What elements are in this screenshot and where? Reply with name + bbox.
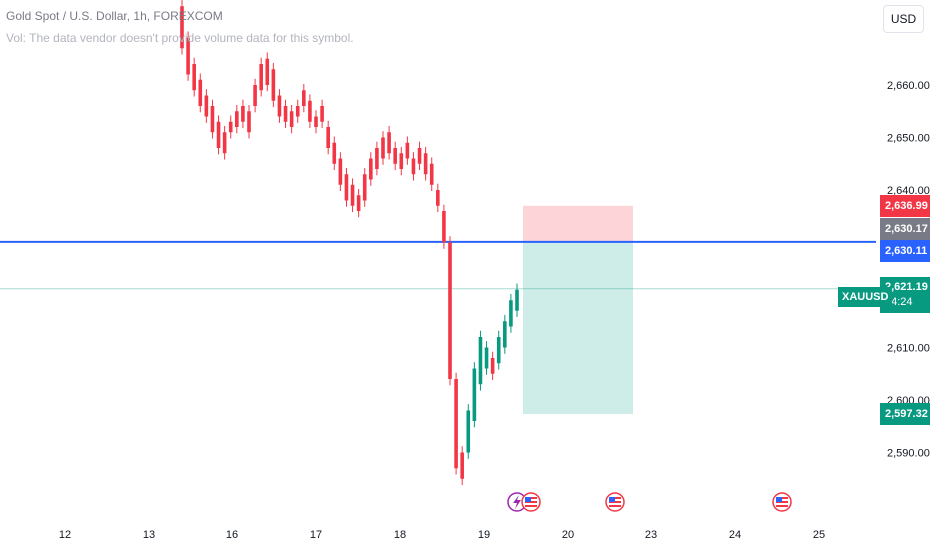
time-tick-label: 25 bbox=[813, 529, 825, 541]
price-tick-label: 2,650.00 bbox=[887, 133, 930, 145]
candle-body bbox=[490, 358, 495, 374]
candle-body bbox=[344, 174, 349, 201]
candle-body bbox=[350, 184, 355, 206]
price-tick-label: 2,590.00 bbox=[887, 448, 930, 460]
time-axis: 12 13 16 17 18 19 20 23 24 25 bbox=[59, 529, 825, 541]
symbol-legend[interactable]: Gold Spot / U.S. Dollar, 1h, FOREXCOM bbox=[6, 9, 223, 23]
target-price-tag: 2,597.32 bbox=[880, 403, 930, 426]
us-flag-event-icon[interactable] bbox=[605, 492, 625, 512]
candle-body bbox=[369, 158, 373, 180]
us-flag-event-icon[interactable] bbox=[772, 492, 792, 512]
candle-body bbox=[216, 121, 221, 148]
us-flag-event-icon[interactable] bbox=[521, 492, 541, 512]
candle-body bbox=[466, 410, 471, 453]
time-tick-label: 17 bbox=[310, 529, 322, 541]
candle-body bbox=[484, 347, 489, 369]
candle-body bbox=[411, 158, 416, 175]
candle-body bbox=[283, 106, 288, 122]
candle-body bbox=[186, 37, 190, 75]
candle-body bbox=[265, 58, 270, 85]
candle-body bbox=[228, 121, 233, 133]
candles bbox=[180, 0, 519, 486]
currency-button[interactable]: USD bbox=[883, 5, 924, 33]
candle-body bbox=[509, 300, 513, 327]
candle-body bbox=[289, 111, 294, 127]
candle-body bbox=[314, 116, 318, 127]
candle-body bbox=[381, 137, 385, 159]
candle-body bbox=[302, 90, 306, 106]
candle-body bbox=[259, 64, 263, 91]
candle-body bbox=[204, 95, 209, 117]
candle-body bbox=[247, 111, 251, 133]
candle-body bbox=[241, 106, 245, 122]
candle-body bbox=[454, 379, 458, 469]
candle-body bbox=[460, 452, 464, 479]
last-price-value: 2,621.19 bbox=[885, 280, 928, 293]
position-zones bbox=[523, 205, 633, 415]
candle-body bbox=[338, 158, 343, 185]
time-tick-label: 12 bbox=[59, 529, 71, 541]
event-markers bbox=[507, 492, 792, 512]
candle-body bbox=[198, 79, 203, 106]
candle-body bbox=[210, 106, 215, 133]
time-tick-label: 16 bbox=[226, 529, 238, 541]
stop-loss-zone[interactable] bbox=[523, 205, 633, 242]
candle-body bbox=[320, 106, 324, 122]
candle-body bbox=[448, 242, 452, 379]
candle-body bbox=[362, 174, 367, 201]
stop-price-tag: 2,636.99 bbox=[880, 194, 930, 217]
candle-body bbox=[442, 211, 446, 243]
candle-body bbox=[222, 132, 227, 154]
volume-note: Vol: The data vendor doesn't provide vol… bbox=[6, 31, 354, 45]
candle-body bbox=[308, 100, 312, 122]
candle-body bbox=[436, 190, 440, 206]
candle-body bbox=[356, 195, 361, 211]
candle-body bbox=[375, 148, 379, 169]
candle-body bbox=[271, 69, 276, 101]
candle-body bbox=[478, 337, 483, 385]
candle-body bbox=[192, 64, 196, 91]
candle-body bbox=[253, 85, 257, 106]
candle-body bbox=[393, 148, 397, 164]
candle-body bbox=[180, 6, 184, 49]
candle-body bbox=[496, 337, 501, 364]
price-tick-label: 2,660.00 bbox=[887, 80, 930, 92]
price-tick-label: 2,640.00 bbox=[887, 185, 930, 197]
candle-body bbox=[387, 132, 391, 154]
line-price-tag: 2,630.11 bbox=[880, 239, 930, 262]
candle-body bbox=[417, 148, 422, 164]
time-tick-label: 24 bbox=[729, 529, 741, 541]
candle-body bbox=[235, 111, 239, 127]
time-tick-label: 18 bbox=[394, 529, 406, 541]
candle-body bbox=[503, 321, 507, 348]
time-tick-label: 23 bbox=[645, 529, 657, 541]
time-tick-label: 19 bbox=[478, 529, 490, 541]
candle-body bbox=[472, 368, 477, 421]
candle-body bbox=[515, 289, 519, 311]
price-tick-label: 2,610.00 bbox=[887, 343, 930, 355]
candle-body bbox=[295, 106, 300, 117]
candle-body bbox=[399, 153, 404, 169]
candle-body bbox=[423, 153, 428, 175]
symbol-tag: XAUUSD bbox=[838, 287, 893, 307]
bar-price-tag: 2,630.17 bbox=[880, 217, 930, 240]
candle-body bbox=[405, 142, 410, 159]
take-profit-zone[interactable] bbox=[523, 241, 633, 415]
candle-body bbox=[429, 163, 434, 185]
candle-body bbox=[326, 127, 330, 148]
candle-body bbox=[277, 95, 282, 117]
candle-body bbox=[332, 142, 337, 164]
time-tick-label: 13 bbox=[143, 529, 155, 541]
time-tick-label: 20 bbox=[562, 529, 574, 541]
